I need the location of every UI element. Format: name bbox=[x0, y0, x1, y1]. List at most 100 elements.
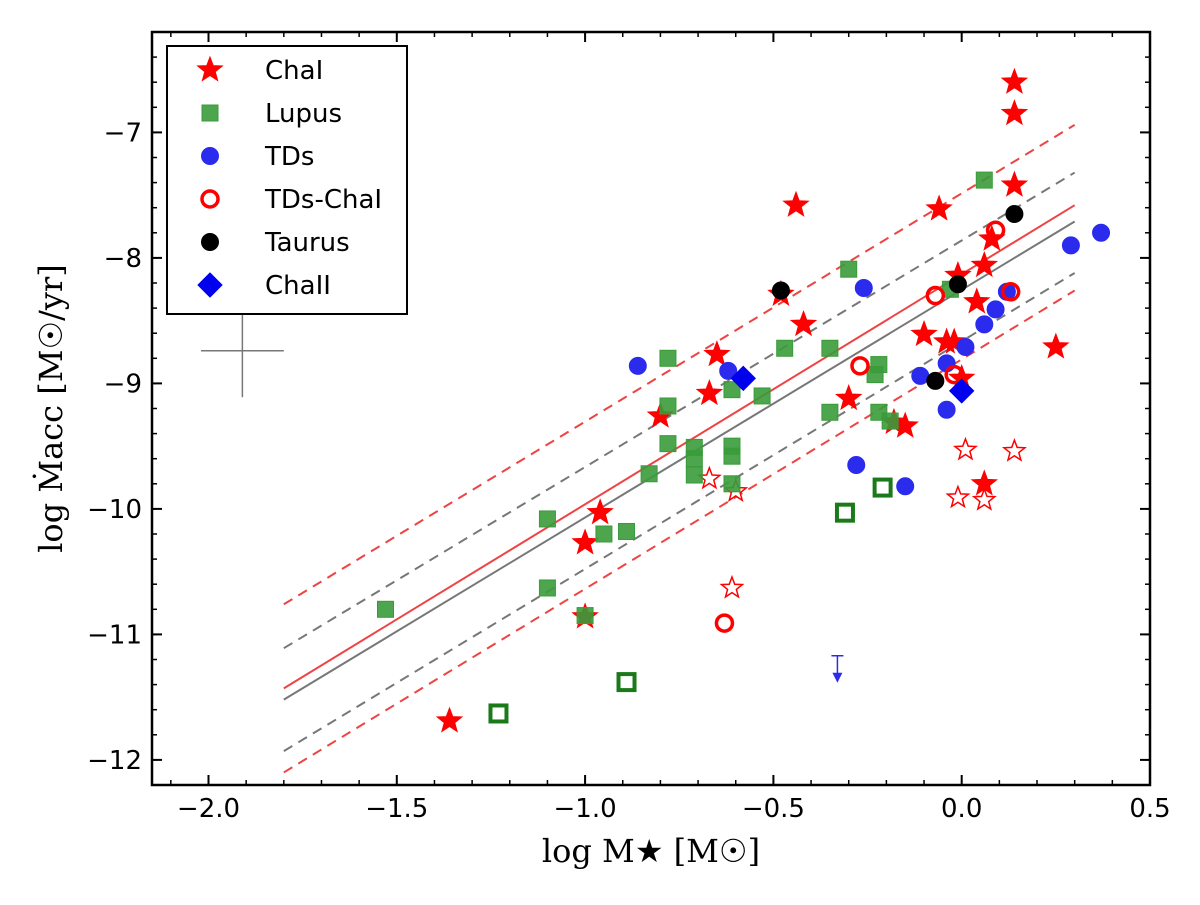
data-point-open-square bbox=[872, 477, 893, 498]
legend-box bbox=[166, 45, 408, 315]
data-point-diamond bbox=[948, 378, 975, 404]
data-point-star bbox=[925, 194, 953, 221]
data-point-square bbox=[595, 525, 613, 543]
data-point-circle bbox=[926, 371, 945, 390]
data-point-open-circle bbox=[944, 364, 964, 385]
data-point-circle bbox=[948, 275, 967, 294]
data-point-open-star bbox=[1001, 438, 1027, 462]
data-point-square bbox=[618, 522, 636, 540]
x-axis-label: log M★ [M☉] bbox=[542, 832, 760, 870]
legend-marker-open-circle bbox=[200, 189, 220, 209]
legend: ChaI Lupus TDs TDs-ChaI Taurus ChaII bbox=[166, 45, 408, 315]
legend-marker-star bbox=[196, 55, 224, 82]
legend-marker-square bbox=[201, 104, 219, 122]
y-axis-label: log Ṁacc [M☉/yr] bbox=[32, 264, 70, 553]
data-point-circle bbox=[1061, 236, 1080, 255]
data-point-square bbox=[821, 403, 839, 421]
y-tick-label: −9 bbox=[104, 369, 142, 399]
data-point-star bbox=[940, 327, 968, 354]
data-point-square bbox=[576, 607, 594, 625]
data-point-square bbox=[659, 349, 677, 367]
data-point-star bbox=[1000, 67, 1029, 94]
data-point-star bbox=[782, 190, 810, 217]
data-point-open-square bbox=[488, 703, 509, 724]
legend-marker-circle bbox=[201, 147, 219, 165]
y-tick-label: −11 bbox=[87, 620, 142, 650]
legend-label: Taurus bbox=[264, 228, 350, 258]
data-point-square bbox=[723, 447, 741, 465]
data-point-open-circle bbox=[985, 220, 1006, 241]
x-tick-label: −0.5 bbox=[742, 794, 805, 824]
data-point-open-star bbox=[952, 436, 978, 461]
data-point-square bbox=[723, 475, 741, 493]
data-point-circle bbox=[956, 338, 975, 357]
data-point-star bbox=[435, 706, 464, 733]
y-tick-label: −12 bbox=[87, 746, 142, 776]
data-point-square bbox=[870, 356, 888, 374]
data-point-star bbox=[910, 320, 938, 347]
data-point-square bbox=[840, 260, 858, 278]
data-point-circle bbox=[911, 366, 930, 385]
data-point-square bbox=[659, 435, 677, 453]
data-point-square bbox=[685, 466, 703, 484]
data-point-open-star bbox=[719, 574, 745, 599]
data-point-star bbox=[1042, 332, 1070, 359]
data-point-star bbox=[571, 528, 599, 555]
data-point-star bbox=[695, 379, 724, 406]
x-tick-label: −1.0 bbox=[554, 794, 617, 824]
data-point-circle bbox=[847, 455, 866, 474]
data-point-circle bbox=[719, 361, 738, 380]
data-point-star bbox=[1000, 99, 1029, 126]
data-point-square bbox=[538, 510, 556, 528]
data-point-circle bbox=[975, 315, 994, 334]
fit-dispersion-line bbox=[283, 272, 1076, 752]
data-point-star bbox=[970, 251, 999, 278]
data-point-open-star bbox=[945, 484, 971, 509]
legend-label: TDs bbox=[264, 142, 314, 172]
upper-limit-arrowhead bbox=[832, 672, 843, 683]
data-point-square bbox=[538, 579, 556, 597]
data-point-circle bbox=[771, 281, 790, 300]
data-point-circle bbox=[896, 477, 915, 496]
data-point-circle bbox=[628, 356, 647, 375]
x-tick-label: 0.5 bbox=[1129, 794, 1170, 824]
data-point-square bbox=[723, 381, 741, 399]
legend-label: Lupus bbox=[265, 99, 342, 129]
y-tick-label: −10 bbox=[87, 495, 142, 525]
data-point-square bbox=[659, 397, 677, 415]
data-point-open-circle bbox=[1000, 282, 1021, 302]
legend-label: ChaI bbox=[265, 56, 323, 86]
data-point-open-circle bbox=[714, 613, 735, 633]
data-point-star bbox=[789, 309, 818, 337]
data-point-star bbox=[1000, 170, 1029, 197]
data-point-square bbox=[376, 600, 394, 618]
data-point-open-square bbox=[616, 672, 637, 693]
x-tick-label: −1.5 bbox=[365, 794, 428, 824]
data-point-square bbox=[776, 339, 794, 357]
data-point-square bbox=[685, 450, 703, 468]
data-point-open-circle bbox=[850, 356, 870, 376]
data-point-square bbox=[640, 465, 658, 483]
x-tick-label: −2.0 bbox=[177, 794, 240, 824]
error-cross bbox=[200, 304, 284, 398]
data-point-circle bbox=[854, 279, 873, 298]
upper-limits bbox=[831, 654, 844, 683]
fit-dispersion-line bbox=[283, 171, 1076, 650]
axis-ticks: −2.0 −1.5 −1.0 −0.5 0.0 0.5 −12 −11 −10 −9 −8 −7 bbox=[87, 31, 1171, 824]
data-point-open-circle bbox=[925, 285, 946, 306]
x-tick-label: 0.0 bbox=[941, 794, 982, 824]
data-point-diamond bbox=[730, 365, 756, 392]
data-point-circle bbox=[986, 300, 1005, 319]
data-point-open-square bbox=[834, 502, 855, 523]
data-point-square bbox=[881, 412, 899, 430]
data-point-star bbox=[963, 287, 991, 314]
data-point-star bbox=[586, 498, 614, 525]
data-point-star bbox=[703, 340, 731, 367]
legend-label: TDs-ChaI bbox=[264, 185, 382, 215]
data-points bbox=[376, 67, 1111, 733]
data-point-square bbox=[753, 387, 771, 405]
data-point-circle bbox=[1005, 204, 1024, 223]
y-tick-label: −8 bbox=[104, 244, 142, 274]
data-point-circle bbox=[1092, 223, 1111, 242]
